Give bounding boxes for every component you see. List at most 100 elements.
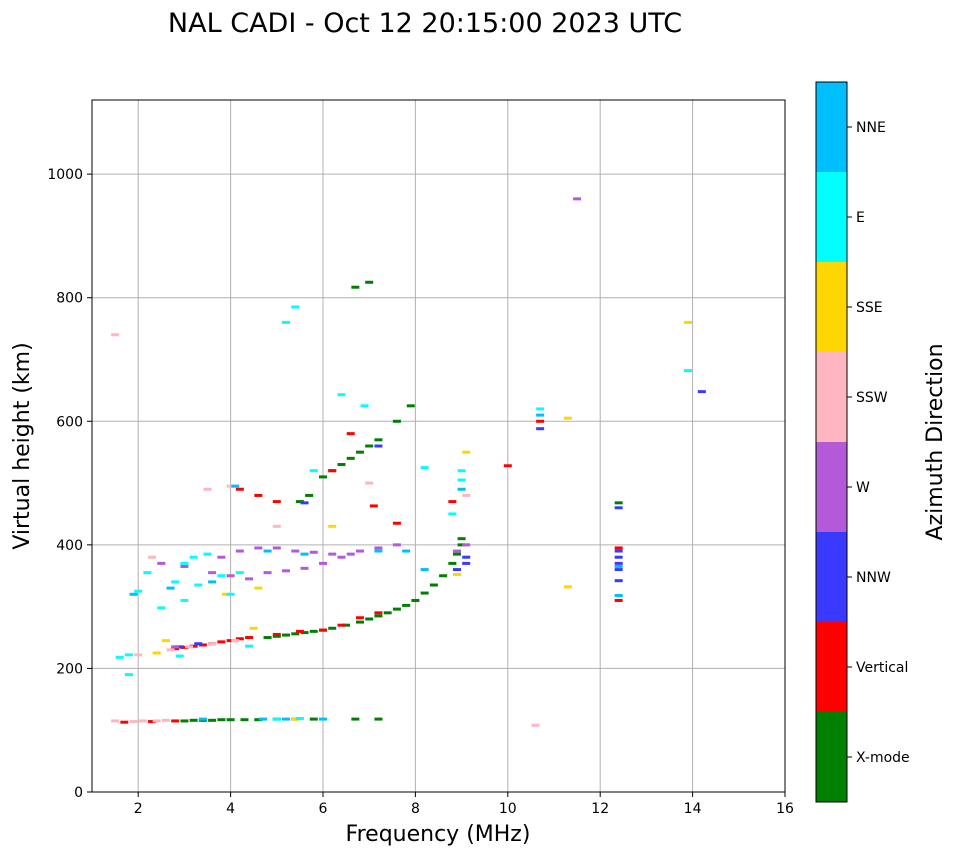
colorbar-segment: [816, 352, 847, 442]
echo-point-nne: [282, 717, 291, 721]
echo-point-x-mode: [392, 419, 401, 423]
colorbar-segment: [816, 82, 847, 172]
echo-point-x-mode: [272, 634, 281, 638]
x-tick-label: 16: [776, 801, 794, 817]
echo-point-w: [157, 561, 166, 565]
echo-point-e: [189, 555, 198, 559]
echo-point-x-mode: [319, 475, 327, 479]
echo-point-sse: [254, 586, 263, 590]
echo-point-w: [245, 577, 254, 581]
echo-point-ssw: [138, 719, 147, 723]
echo-point-x-mode: [180, 719, 189, 723]
echo-point-sse: [683, 320, 692, 324]
azimuth-colorbar: X-mode Vertical NNW W SSW SSE E NNE: [815, 81, 910, 803]
echo-point-x-mode: [457, 543, 466, 547]
echo-point-ssw: [203, 487, 212, 491]
echo-point-x-mode: [355, 620, 364, 624]
echo-point-vertical: [369, 504, 378, 508]
echo-point-w: [272, 546, 281, 550]
echo-point-nne: [319, 717, 327, 721]
echo-point-e: [337, 393, 346, 397]
echo-point-w: [300, 566, 309, 570]
echo-point-nnw: [536, 427, 545, 431]
echo-point-sse: [452, 573, 461, 577]
echo-point-x-mode: [337, 463, 346, 467]
echo-point-ssw: [462, 493, 471, 497]
colorbar-label: X-mode: [856, 750, 910, 766]
echo-point-x-mode: [208, 718, 217, 722]
echo-point-sse: [291, 717, 300, 721]
echo-point-x-mode: [217, 718, 226, 722]
echo-point-w: [346, 552, 355, 556]
echo-point-w: [337, 555, 346, 559]
echo-point-x-mode: [309, 629, 318, 633]
echo-point-x-mode: [448, 561, 457, 565]
colorbar-segment: [816, 532, 847, 622]
echo-point-x-mode: [402, 603, 411, 607]
colorbar-segment: [816, 712, 847, 802]
echo-point-nne: [420, 568, 429, 572]
echo-point-x-mode: [439, 574, 448, 578]
echo-point-x-mode: [300, 631, 309, 635]
echo-point-e: [683, 369, 692, 373]
echo-point-x-mode: [392, 607, 401, 611]
echo-point-vertical: [448, 500, 457, 504]
echo-point-nne: [208, 580, 217, 584]
y-tick-label: 800: [56, 291, 83, 307]
colorbar-label: E: [856, 210, 865, 226]
echo-point-w: [235, 549, 244, 553]
colorbar-frame: [815, 81, 848, 803]
colorbar-label: W: [856, 480, 870, 496]
echo-point-x-mode: [374, 614, 383, 618]
echo-point-nne: [536, 413, 545, 417]
echo-point-x-mode: [295, 500, 304, 504]
echo-point-w: [392, 543, 401, 547]
echo-point-vertical: [226, 639, 235, 643]
echo-point-w: [374, 546, 383, 550]
echo-point-nnw: [614, 579, 623, 583]
echo-point-ssw: [152, 719, 161, 723]
echo-point-vertical: [189, 644, 198, 648]
echo-point-x-mode: [254, 718, 263, 722]
echo-point-nnw: [614, 555, 623, 559]
grid-lines: [92, 100, 786, 793]
echo-point-vertical: [120, 720, 129, 724]
colorbar-segment: [816, 442, 847, 532]
echo-point-ssw: [226, 484, 235, 488]
echo-point-w: [217, 555, 226, 559]
colorbar-label: SSE: [856, 300, 883, 316]
echo-point-x-mode: [452, 552, 461, 556]
echo-point-sse: [563, 416, 572, 420]
echo-point-e: [360, 404, 369, 408]
echo-point-e: [180, 598, 189, 602]
echo-point-vertical: [171, 719, 180, 723]
y-tick-label: 200: [56, 661, 83, 677]
echo-point-x-mode: [365, 280, 374, 284]
echo-point-x-mode: [374, 438, 383, 442]
echo-point-vertical: [328, 469, 337, 473]
y-tick-label: 400: [56, 538, 83, 554]
echo-point-e: [124, 653, 133, 657]
echo-point-w: [309, 550, 318, 554]
echo-point-vertical: [217, 640, 226, 644]
echo-point-ssw: [208, 642, 217, 646]
echo-point-e: [143, 571, 152, 575]
echo-point-ssw: [185, 645, 194, 649]
echo-point-x-mode: [351, 717, 360, 721]
echo-point-e: [291, 305, 300, 309]
echo-point-nnw: [462, 561, 471, 565]
echo-point-w: [226, 574, 235, 578]
echo-point-nne: [374, 549, 383, 553]
echo-point-sse: [249, 626, 258, 630]
echo-point-nnw: [175, 645, 184, 649]
echo-point-e: [203, 552, 212, 556]
echo-point-vertical: [614, 546, 623, 550]
echo-point-nnw: [452, 568, 461, 572]
echo-point-vertical: [148, 720, 157, 724]
echo-point-x-mode: [351, 285, 360, 289]
echo-point-nne: [614, 564, 623, 568]
echo-point-x-mode: [305, 493, 314, 497]
x-axis-label: Frequency (MHz): [346, 822, 531, 847]
echo-point-x-mode: [342, 623, 351, 627]
